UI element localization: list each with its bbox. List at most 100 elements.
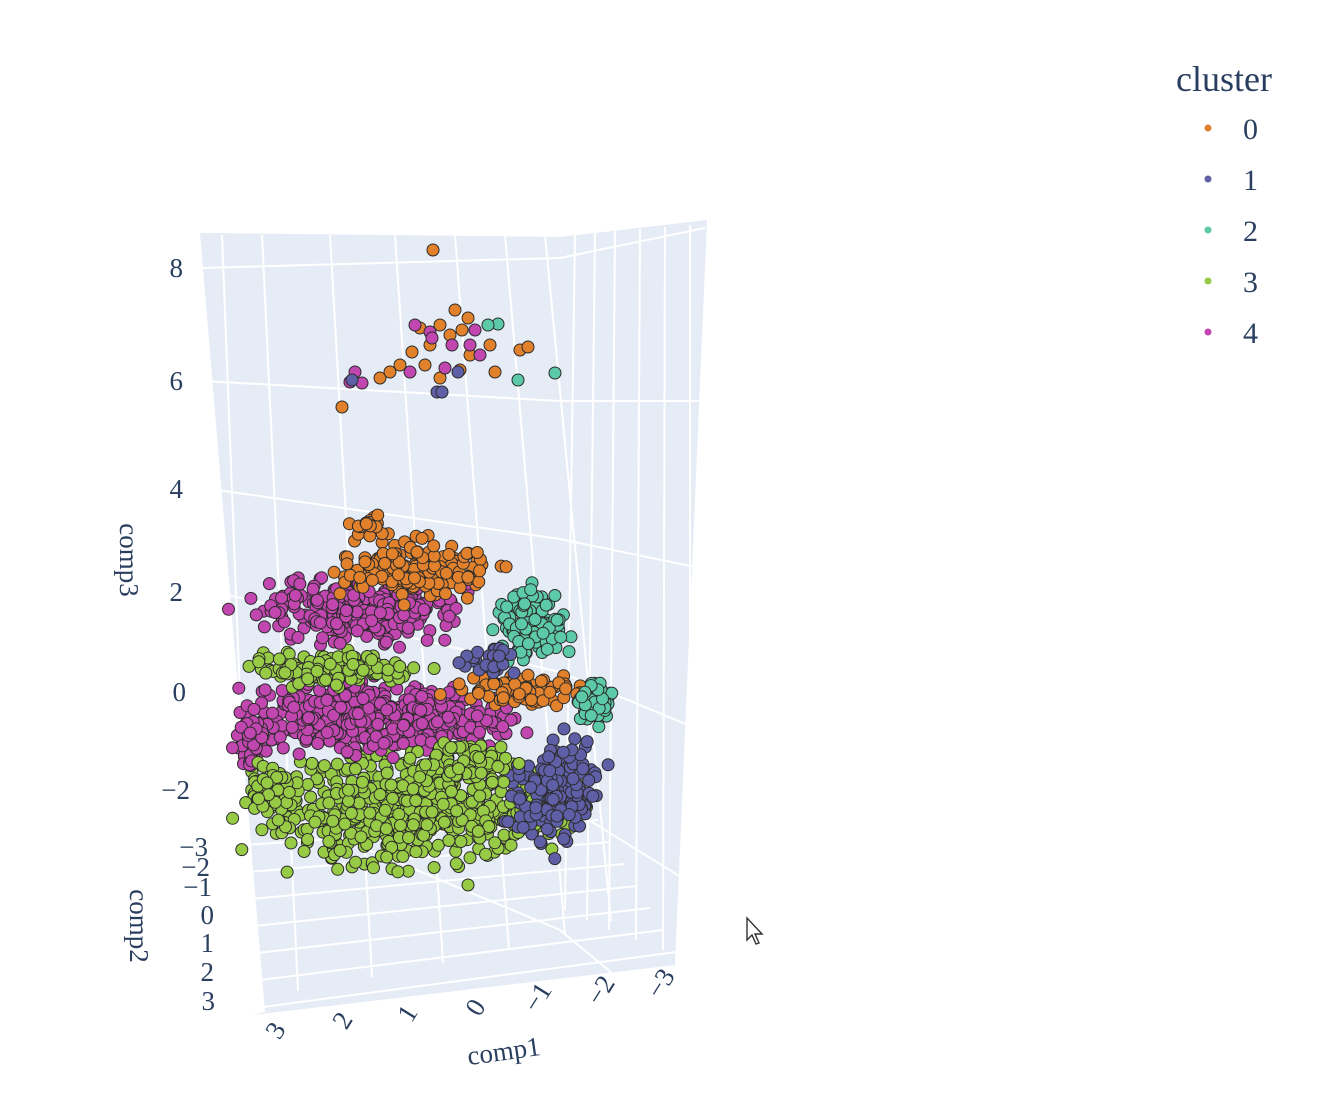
data-point-cluster-3 <box>392 807 406 821</box>
data-point-cluster-3 <box>409 845 423 859</box>
legend-marker-icon <box>1204 277 1212 285</box>
data-point-cluster-0 <box>448 303 462 317</box>
legend-item-1[interactable]: 1 <box>1204 164 1259 197</box>
mouse-cursor-icon <box>746 916 764 945</box>
data-point-cluster-4 <box>247 702 261 716</box>
legend[interactable]: cluster 0 1 2 3 4 <box>1176 59 1272 350</box>
data-point-cluster-4 <box>373 606 387 620</box>
data-point-cluster-2 <box>540 642 554 656</box>
data-point-cluster-0 <box>550 699 564 713</box>
data-point-cluster-3 <box>381 663 395 677</box>
data-point-cluster-1 <box>556 745 570 759</box>
data-point-cluster-3 <box>436 797 450 811</box>
data-point-cluster-3 <box>356 663 370 677</box>
data-point-cluster-3 <box>363 806 377 820</box>
data-point-cluster-3 <box>444 785 458 798</box>
data-points <box>222 243 619 892</box>
data-point-cluster-3 <box>344 806 358 820</box>
data-point-cluster-3 <box>406 818 420 832</box>
data-point-cluster-0 <box>473 564 487 578</box>
data-point-cluster-1 <box>562 808 576 822</box>
data-point-cluster-3 <box>437 815 451 829</box>
data-point-cluster-1 <box>580 735 594 749</box>
data-point-cluster-0 <box>439 566 453 580</box>
data-point-cluster-4 <box>463 338 477 352</box>
legend-item-4[interactable]: 4 <box>1204 317 1259 350</box>
data-point-cluster-0 <box>392 555 406 569</box>
data-point-cluster-4 <box>414 703 428 717</box>
data-point-cluster-3 <box>365 653 379 667</box>
data-point-cluster-3 <box>512 757 526 770</box>
data-point-cluster-4 <box>249 608 263 622</box>
data-point-cluster-3 <box>472 751 486 765</box>
legend-marker-icon <box>1204 328 1212 336</box>
legend-item-0[interactable]: 0 <box>1204 113 1259 146</box>
data-point-cluster-4 <box>403 365 417 379</box>
data-point-cluster-4 <box>356 692 370 706</box>
data-point-cluster-0 <box>373 371 387 385</box>
data-point-cluster-4 <box>339 689 352 702</box>
data-point-cluster-4 <box>396 736 410 750</box>
data-point-cluster-3 <box>431 838 445 852</box>
data-point-cluster-0 <box>427 539 441 553</box>
data-point-cluster-4 <box>351 707 365 721</box>
data-point-cluster-0 <box>395 587 409 601</box>
data-point-cluster-3 <box>407 661 421 675</box>
data-point-cluster-3 <box>474 766 488 780</box>
z-tick-label: 8 <box>170 253 184 283</box>
data-point-cluster-2 <box>515 617 528 631</box>
data-point-cluster-3 <box>272 652 286 666</box>
data-point-cluster-3 <box>282 785 296 799</box>
data-point-cluster-0 <box>371 508 385 522</box>
x-tick-label: 3 <box>259 1017 292 1044</box>
data-point-cluster-3 <box>403 751 417 765</box>
data-point-cluster-0 <box>378 556 392 570</box>
legend-label: 2 <box>1243 215 1258 248</box>
data-point-cluster-4 <box>377 736 391 750</box>
data-point-cluster-4 <box>258 683 272 697</box>
data-point-cluster-3 <box>444 741 458 754</box>
data-point-cluster-0 <box>442 548 456 561</box>
data-point-cluster-3 <box>349 855 362 869</box>
data-point-cluster-3 <box>259 666 273 680</box>
data-point-cluster-1 <box>435 385 449 399</box>
data-point-cluster-0 <box>452 677 466 691</box>
data-point-cluster-0 <box>496 691 510 705</box>
data-point-cluster-4 <box>365 614 379 628</box>
legend-title: cluster <box>1176 59 1272 99</box>
z-tick-label: −2 <box>161 775 190 805</box>
data-point-cluster-3 <box>352 796 366 810</box>
legend-item-2[interactable]: 2 <box>1204 215 1259 248</box>
y-axis-title: comp2 <box>124 889 154 963</box>
data-point-cluster-3 <box>420 818 434 832</box>
data-point-cluster-1 <box>582 774 596 787</box>
data-point-cluster-3 <box>491 760 505 774</box>
data-point-cluster-3 <box>409 794 423 808</box>
data-point-cluster-4 <box>415 717 429 730</box>
data-point-cluster-0 <box>470 546 484 559</box>
data-point-cluster-3 <box>322 796 336 810</box>
data-point-cluster-3 <box>226 811 240 825</box>
data-point-cluster-4 <box>340 745 354 759</box>
data-point-cluster-4 <box>326 598 340 611</box>
data-point-cluster-3 <box>473 789 487 803</box>
data-point-cluster-0 <box>353 571 367 584</box>
data-point-cluster-0 <box>455 323 469 337</box>
data-point-cluster-0 <box>335 400 349 414</box>
data-point-cluster-4 <box>339 604 353 618</box>
data-point-cluster-3 <box>461 878 475 892</box>
data-point-cluster-3 <box>301 672 315 686</box>
data-point-cluster-4 <box>393 640 406 654</box>
legend-item-3[interactable]: 3 <box>1204 266 1259 299</box>
z-tick-label: 2 <box>170 577 184 607</box>
data-point-cluster-4 <box>431 715 444 729</box>
data-point-cluster-0 <box>327 565 341 579</box>
y-tick-label: −1 <box>183 872 212 902</box>
data-point-cluster-3 <box>308 815 322 829</box>
data-point-cluster-0 <box>488 365 502 379</box>
data-point-cluster-4 <box>401 621 415 635</box>
data-point-cluster-3 <box>252 655 266 669</box>
data-point-cluster-2 <box>511 373 525 387</box>
data-point-cluster-1 <box>576 762 590 776</box>
